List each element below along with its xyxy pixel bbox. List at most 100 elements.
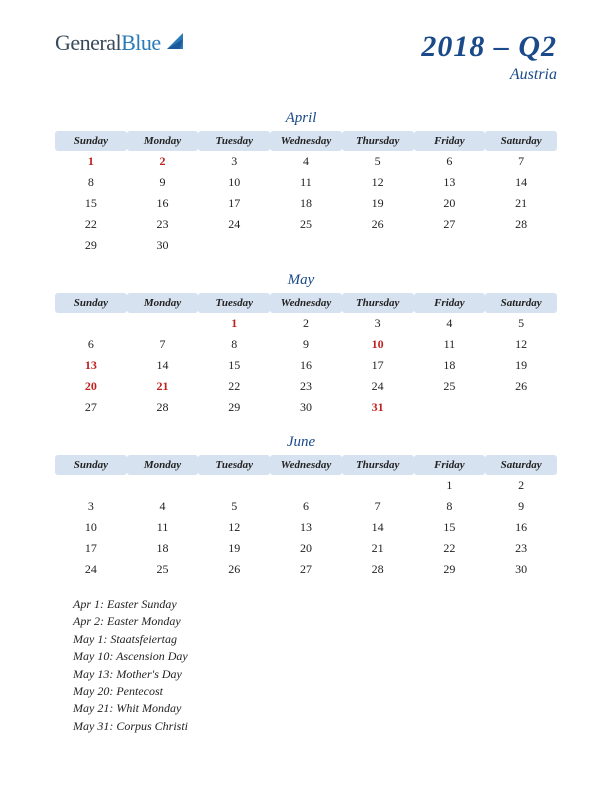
calendar-cell [270, 475, 342, 496]
calendar-cell: 11 [127, 517, 199, 538]
calendar-row: 22232425262728 [55, 214, 557, 235]
holidays-list: Apr 1: Easter SundayApr 2: Easter Monday… [55, 596, 557, 735]
calendar-row: 2930 [55, 235, 557, 256]
calendar-cell: 6 [414, 151, 486, 172]
calendar-row: 12345 [55, 313, 557, 334]
calendar-cell: 20 [270, 538, 342, 559]
calendar-cell: 6 [270, 496, 342, 517]
calendar-cell: 10 [342, 334, 414, 355]
calendar-cell [414, 397, 486, 418]
calendar-cell: 29 [198, 397, 270, 418]
calendar-row: 1234567 [55, 151, 557, 172]
calendar-row: 6789101112 [55, 334, 557, 355]
calendar-cell: 4 [127, 496, 199, 517]
title-block: 2018 – Q2 Austria [421, 30, 557, 84]
calendar-cell [127, 475, 199, 496]
calendar-cell: 9 [270, 334, 342, 355]
calendar-table: SundayMondayTuesdayWednesdayThursdayFrid… [55, 131, 557, 256]
calendar-cell: 6 [55, 334, 127, 355]
calendar-cell: 16 [270, 355, 342, 376]
calendar-cell: 22 [198, 376, 270, 397]
calendar-row: 10111213141516 [55, 517, 557, 538]
holiday-entry: May 20: Pentecost [73, 683, 557, 700]
calendar-cell: 14 [342, 517, 414, 538]
day-header: Thursday [342, 131, 414, 151]
calendar-cell: 18 [270, 193, 342, 214]
calendar-cell [270, 235, 342, 256]
calendar-cell: 10 [198, 172, 270, 193]
calendar-cell: 27 [55, 397, 127, 418]
header: GeneralBlue 2018 – Q2 Austria [55, 30, 557, 84]
calendar-row: 3456789 [55, 496, 557, 517]
holiday-entry: May 13: Mother's Day [73, 666, 557, 683]
calendar-cell: 26 [342, 214, 414, 235]
calendar-row: 891011121314 [55, 172, 557, 193]
calendar-cell: 20 [55, 376, 127, 397]
logo-part2: Blue [121, 30, 161, 55]
holiday-entry: Apr 2: Easter Monday [73, 613, 557, 630]
holiday-entry: May 31: Corpus Christi [73, 718, 557, 735]
calendar-cell: 23 [270, 376, 342, 397]
calendar-cell: 8 [414, 496, 486, 517]
calendar-cell: 26 [485, 376, 557, 397]
calendar-cell [485, 235, 557, 256]
calendar-cell: 24 [342, 376, 414, 397]
calendar-cell: 25 [414, 376, 486, 397]
day-header: Wednesday [270, 455, 342, 475]
month-name: June [55, 434, 557, 451]
day-header: Sunday [55, 455, 127, 475]
calendar-cell: 30 [485, 559, 557, 580]
calendar-cell: 28 [485, 214, 557, 235]
logo: GeneralBlue [55, 30, 185, 56]
calendar-cell: 10 [55, 517, 127, 538]
day-header: Tuesday [198, 455, 270, 475]
calendar-cell [198, 475, 270, 496]
holiday-entry: Apr 1: Easter Sunday [73, 596, 557, 613]
calendar-cell: 26 [198, 559, 270, 580]
calendar-cell: 28 [342, 559, 414, 580]
calendar-cell [55, 475, 127, 496]
calendar-cell: 3 [55, 496, 127, 517]
calendar-cell: 7 [485, 151, 557, 172]
day-header: Thursday [342, 455, 414, 475]
calendar-cell: 24 [198, 214, 270, 235]
calendar-cell: 13 [55, 355, 127, 376]
calendar-cell [198, 235, 270, 256]
calendar-cell: 25 [270, 214, 342, 235]
calendar-row: 12 [55, 475, 557, 496]
calendar-cell: 2 [127, 151, 199, 172]
day-header: Saturday [485, 293, 557, 313]
day-header: Monday [127, 131, 199, 151]
calendar-cell: 3 [198, 151, 270, 172]
calendar-cell: 12 [485, 334, 557, 355]
calendar-cell: 5 [198, 496, 270, 517]
day-header: Monday [127, 455, 199, 475]
calendar-cell: 22 [414, 538, 486, 559]
day-header: Friday [414, 293, 486, 313]
calendar-cell: 21 [485, 193, 557, 214]
day-header: Wednesday [270, 293, 342, 313]
calendar-cell: 1 [414, 475, 486, 496]
calendar-cell: 9 [127, 172, 199, 193]
calendar-cell [342, 475, 414, 496]
calendar-cell: 18 [127, 538, 199, 559]
logo-part1: General [55, 30, 121, 55]
holiday-entry: May 10: Ascension Day [73, 648, 557, 665]
calendar-cell: 27 [414, 214, 486, 235]
calendar-cell: 19 [198, 538, 270, 559]
day-header: Monday [127, 293, 199, 313]
calendar-cell: 7 [127, 334, 199, 355]
calendar-cell: 13 [270, 517, 342, 538]
calendar-cell: 15 [198, 355, 270, 376]
calendar-cell: 14 [127, 355, 199, 376]
calendar-cell: 17 [342, 355, 414, 376]
calendar-cell: 25 [127, 559, 199, 580]
calendar-cell: 17 [198, 193, 270, 214]
calendar-cell: 8 [55, 172, 127, 193]
calendar-table: SundayMondayTuesdayWednesdayThursdayFrid… [55, 293, 557, 418]
calendar-cell: 31 [342, 397, 414, 418]
day-header: Friday [414, 455, 486, 475]
day-header: Tuesday [198, 293, 270, 313]
calendar-cell: 19 [485, 355, 557, 376]
calendar-cell: 8 [198, 334, 270, 355]
